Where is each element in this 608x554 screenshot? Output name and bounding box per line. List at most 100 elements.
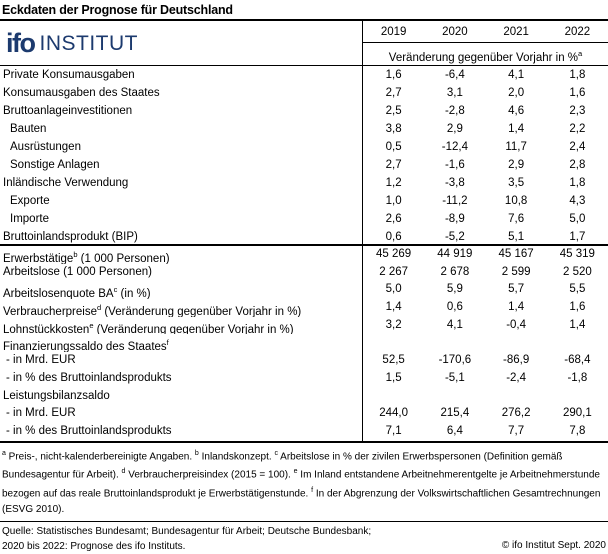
value-cell: 1,4 [508, 123, 525, 135]
value-cell: 10,8 [504, 195, 528, 207]
footnote-mark: f [311, 487, 314, 495]
page-title: Eckdaten der Prognose für Deutschland [2, 3, 233, 17]
value-cell: -170,6 [438, 354, 472, 367]
year-header: 2019 [380, 26, 407, 38]
value-cell: 5,1 [508, 231, 525, 243]
value-cell: 4,1 [508, 69, 525, 81]
value-cell: 5,9 [446, 283, 463, 296]
value-cell: 1,8 [569, 69, 586, 81]
value-cell: 1,2 [385, 177, 402, 189]
value-cell: 2 267 [379, 265, 409, 278]
value-cell: 276,2 [501, 407, 531, 420]
row-footnote-mark: e [89, 320, 94, 330]
row-values: 2 267 2 678 2 599 2 520 [362, 263, 608, 282]
table-row: Lohnstückkostene (Veränderung gegenüber … [0, 316, 608, 335]
value-cell: 2 599 [501, 265, 531, 278]
value-cell: 2,5 [385, 105, 402, 117]
table-row: Verbraucherpreised (Veränderung gegenübe… [0, 299, 608, 317]
value-cell [424, 334, 485, 352]
table-row: Leistungsbilanzsaldo [0, 387, 608, 406]
value-cell: 7,1 [385, 424, 402, 437]
table-row: Erwerbstätigeb (1 000 Personen) 45 269 44 … [0, 246, 608, 264]
table-row: Arbeitslose (1 000 Personen) 2 267 2 678 2 … [0, 263, 608, 282]
row-label: Private Konsumausgaben [3, 69, 135, 81]
year-header: 2020 [442, 26, 468, 38]
table-row: Private Konsumausgaben 1,6 -6,4 4,1 1,8 [0, 66, 608, 84]
value-cell: -6,4 [444, 69, 465, 81]
row-label: - in Mrd. EUR [6, 354, 76, 367]
value-cell: 2,6 [385, 213, 402, 225]
value-cell: 2,2 [569, 123, 586, 135]
table-row: - in % des Bruttoinlandsprodukts 7,1 6,4 7,… [0, 422, 608, 441]
value-cell: 7,6 [508, 213, 525, 225]
year-header: 2021 [503, 26, 529, 38]
row-label: Inländische Verwendung [3, 177, 129, 189]
value-cell: 1,8 [569, 177, 586, 189]
table-row: Bruttoanlageinvestitionen 2,5 -2,8 4,6 2,3 [0, 102, 608, 120]
value-cell: -0,4 [506, 318, 527, 331]
value-cell: 3,5 [508, 177, 525, 189]
row-values: 1,6 -6,4 4,1 1,8 [362, 66, 608, 84]
value-cell: 7,7 [508, 424, 525, 437]
value-cell [363, 388, 424, 406]
footnote-mark: e [293, 468, 298, 476]
table-row: Ausrüstungen 0,5 -12,4 11,7 2,4 [0, 138, 608, 156]
value-cell: 0,6 [446, 301, 463, 314]
value-cell: -2,8 [444, 105, 465, 117]
value-cell: 7,8 [569, 424, 586, 437]
value-cell: 52,5 [382, 354, 405, 367]
value-cell: -8,9 [444, 213, 465, 225]
value-cell: 244,0 [379, 407, 409, 420]
footnote-mark: a [2, 449, 6, 457]
value-cell: 2 520 [562, 265, 592, 278]
value-cell: 3,1 [446, 87, 463, 99]
value-cell: 2,7 [385, 87, 402, 99]
header-columns: 2019 2020 2021 2022 Veränderung gegenüber V… [362, 21, 608, 65]
row-label: Arbeitslosenquote BAc (in %) [3, 285, 151, 300]
value-cell: 5,5 [569, 283, 586, 296]
row-values: 2,5 -2,8 4,6 2,3 [362, 102, 608, 120]
row-label: Leistungsbilanzsaldo [3, 389, 110, 402]
table-header: ifo INSTITUT 2019 2020 2021 2022 Veränderun… [0, 21, 608, 66]
row-label: Lohnstückkostene (Veränderung gegenüber … [3, 320, 294, 335]
row-label: Erwerbstätigeb (1 000 Personen) [3, 250, 170, 264]
value-cell: 45 269 [376, 248, 412, 260]
value-cell: 45 167 [498, 248, 534, 260]
table-row: - in % des Bruttoinlandsprodukts 1,5 -5,1 -… [0, 369, 608, 388]
unit-header-footnote-mark: a [578, 49, 583, 58]
table-row: Inländische Verwendung 1,2 -3,8 3,5 1,8 [0, 174, 608, 192]
table-row: Konsumausgaben des Staates 2,7 3,1 2,0 1,6 [0, 84, 608, 102]
value-cell: 3,8 [385, 123, 402, 135]
value-cell [547, 334, 608, 352]
table-row: Finanzierungssaldo des Staatesf [0, 334, 608, 353]
value-cell: 4,3 [569, 195, 586, 207]
value-cell [486, 334, 547, 352]
value-cell: 2,9 [446, 123, 463, 135]
ifo-logo-institut-text: INSTITUT [39, 31, 138, 55]
row-label: Importe [10, 213, 49, 225]
row-label: Bauten [10, 123, 47, 135]
value-cell: 1,5 [385, 371, 402, 384]
row-values: 2,6 -8,9 7,6 5,0 [362, 210, 608, 228]
value-cell: -3,8 [444, 177, 465, 189]
row-label: Verbraucherpreised (Veränderung gegenübe… [3, 303, 302, 317]
row-label: - in % des Bruttoinlandsprodukts [6, 424, 172, 437]
value-cell [424, 388, 485, 406]
ifo-logo: ifo INSTITUT [0, 21, 362, 65]
row-values: 0,6 -5,2 5,1 1,7 [362, 228, 608, 244]
value-cell [547, 388, 608, 406]
row-label: Sonstige Anlagen [10, 159, 100, 171]
value-cell: -5,2 [444, 231, 465, 243]
value-cell: 1,7 [569, 231, 586, 243]
value-cell: 3,2 [385, 318, 402, 331]
footnote-mark: b [194, 449, 199, 457]
value-cell: 4,6 [508, 105, 525, 117]
value-cell: 2,9 [508, 159, 525, 171]
value-cell: 4,1 [446, 318, 463, 331]
value-cell: 215,4 [440, 407, 470, 420]
value-cell: 2 678 [440, 265, 470, 278]
unit-header-text: Veränderung gegenüber Vorjahr in % [388, 51, 579, 64]
row-values: 3,8 2,9 1,4 2,2 [362, 120, 608, 138]
row-footnote-mark: b [73, 250, 78, 259]
row-footnote-mark: c [113, 285, 118, 295]
